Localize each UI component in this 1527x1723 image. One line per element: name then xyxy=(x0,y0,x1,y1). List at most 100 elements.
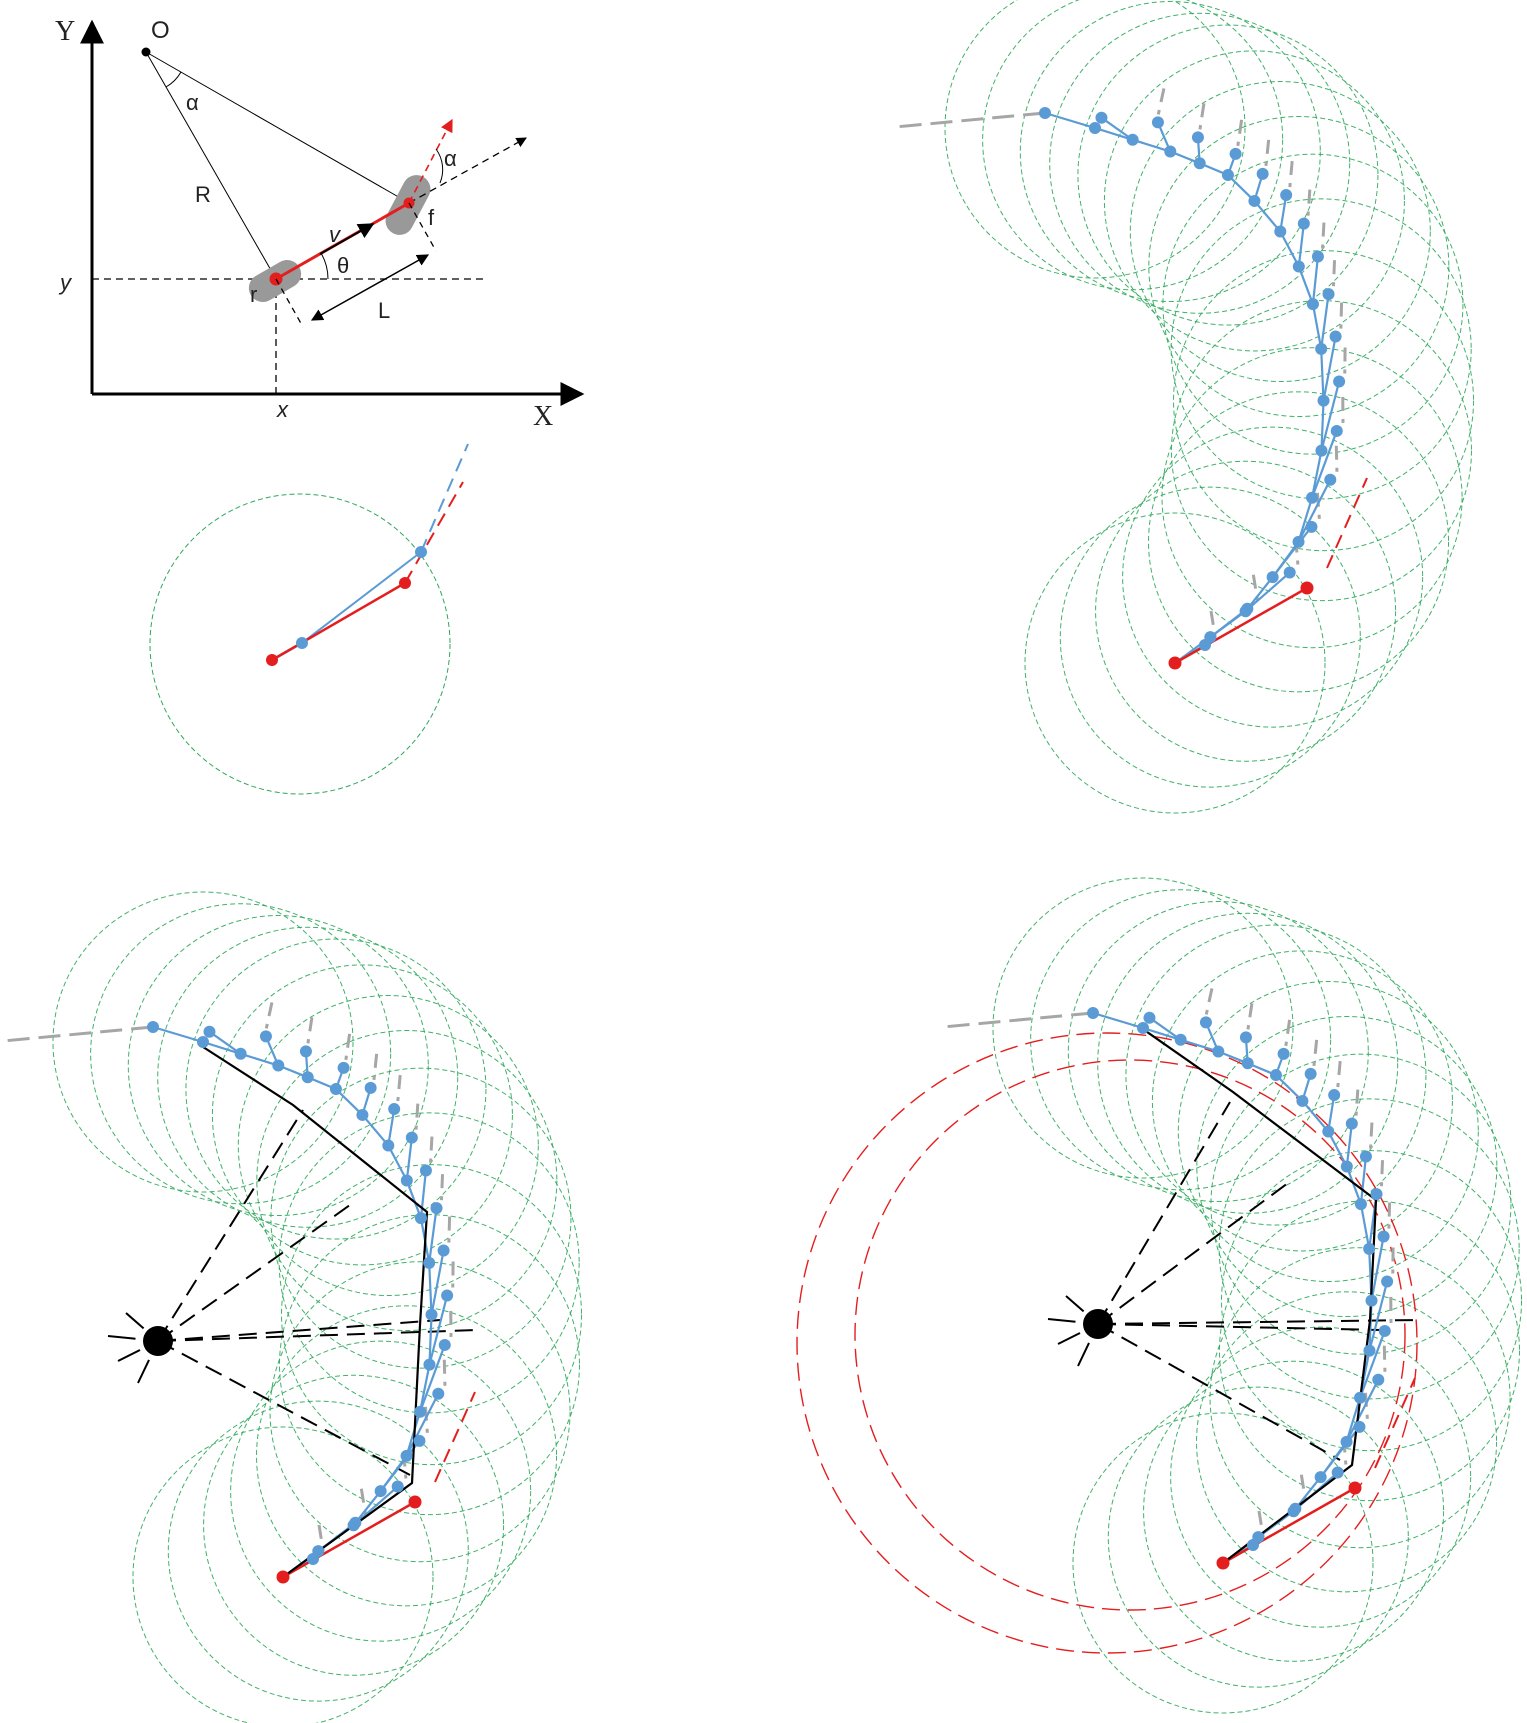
heading-segment xyxy=(942,1011,1094,1029)
x-coordinate-label: x xyxy=(276,397,289,422)
candidate-path xyxy=(1044,111,1096,130)
start-point xyxy=(1168,656,1182,670)
candidate-path xyxy=(1345,1397,1362,1443)
waypoint xyxy=(337,1061,350,1074)
start-point xyxy=(1216,1556,1230,1570)
heading-segment xyxy=(1264,139,1271,167)
candidate-path xyxy=(361,1114,390,1147)
waypoint xyxy=(197,1036,209,1048)
reachable-circle xyxy=(1162,153,1464,455)
waypoint xyxy=(1089,122,1101,134)
waypoint xyxy=(1304,1067,1317,1080)
candidate-path xyxy=(1142,1026,1181,1041)
sensor-ray xyxy=(157,1319,441,1342)
reachable-circles xyxy=(992,877,1523,1714)
heading-segment xyxy=(359,1488,368,1516)
iteration-fan-with-bounds-panel xyxy=(796,877,1523,1714)
candidate-path xyxy=(1279,231,1300,268)
candidate-path xyxy=(1279,194,1288,232)
theta-label: θ xyxy=(337,253,349,278)
waypoint xyxy=(391,1480,404,1493)
candidate-path xyxy=(428,1262,433,1315)
reachable-circle xyxy=(1125,924,1427,1226)
sensor-ray xyxy=(1097,1323,1341,1461)
reachable-circle xyxy=(1067,901,1369,1203)
waypoint xyxy=(356,1108,369,1121)
candidate-path xyxy=(1297,479,1332,543)
sensor-tick xyxy=(1065,1295,1085,1313)
heading-segment xyxy=(396,1074,402,1102)
reachable-circle xyxy=(203,1374,505,1676)
waypoint xyxy=(1164,145,1177,158)
waypoint xyxy=(1378,1324,1391,1337)
waypoint xyxy=(423,1256,436,1269)
waypoint xyxy=(441,1289,454,1302)
turning-radius-bound xyxy=(854,1059,1406,1611)
waypoint xyxy=(1241,602,1254,615)
candidate-path xyxy=(1311,430,1338,499)
candidate-path xyxy=(430,1250,445,1315)
candidate-path xyxy=(1297,497,1314,543)
candidate-path xyxy=(1297,266,1314,305)
heading-segment xyxy=(1336,1060,1342,1088)
candidate-path xyxy=(418,1364,431,1412)
candidate-path xyxy=(1132,138,1171,153)
blue-segment-2 xyxy=(301,551,422,644)
reachable-circle xyxy=(944,0,1246,279)
candidate-path xyxy=(1370,1236,1385,1301)
candidate-path xyxy=(428,1295,449,1365)
heading-segment xyxy=(1288,160,1294,188)
radius-label: R xyxy=(195,182,211,207)
waypoint xyxy=(1256,167,1269,180)
reachable-circle xyxy=(1019,1,1321,303)
heading-segments xyxy=(2,1002,455,1552)
waypoint xyxy=(1340,1160,1353,1173)
candidate-path xyxy=(405,1180,422,1219)
waypoint xyxy=(1365,1294,1378,1307)
candidate-path xyxy=(202,1040,241,1055)
candidate-path xyxy=(1275,1074,1304,1102)
wheelbase-label: L xyxy=(378,298,390,323)
reachable-circle xyxy=(167,1400,469,1702)
heading-segment xyxy=(1334,445,1339,472)
end-point xyxy=(1300,581,1314,595)
waypoint xyxy=(1377,1230,1390,1243)
reachable-circle xyxy=(1170,300,1472,602)
heading-segment xyxy=(1209,610,1217,638)
heading-segment xyxy=(1284,1019,1292,1047)
waypoint xyxy=(1306,491,1319,504)
candidate-path xyxy=(1094,126,1133,141)
waypoint xyxy=(438,1338,451,1351)
heading-segment xyxy=(1321,222,1326,249)
candidate-path xyxy=(379,1455,408,1492)
candidate-path xyxy=(1320,348,1325,401)
sensor-rays xyxy=(107,1109,479,1476)
reachable-circle xyxy=(256,1305,558,1607)
heading-segment xyxy=(1331,260,1337,287)
wheelbase-dimension-arrow xyxy=(310,254,430,321)
candidate-path xyxy=(1320,381,1341,451)
y-coordinate-label: y xyxy=(58,270,73,295)
waypoint xyxy=(400,1449,413,1462)
alpha-arc-front xyxy=(435,148,444,184)
sensor-tick xyxy=(107,1335,136,1340)
waypoints xyxy=(1087,1007,1394,1569)
waypoint xyxy=(1333,375,1346,388)
waypoint xyxy=(1239,1031,1252,1044)
heading-segment xyxy=(1379,1160,1385,1187)
candidate-path xyxy=(1297,223,1305,267)
reachable-circle xyxy=(157,926,459,1228)
waypoint xyxy=(1087,1007,1099,1019)
waypoint xyxy=(272,1059,285,1072)
heading-segment xyxy=(2,1025,154,1043)
candidate-path xyxy=(405,1137,413,1181)
waypoint xyxy=(1191,131,1204,144)
sensor-ray xyxy=(1097,1179,1293,1325)
candidate-path xyxy=(1180,1038,1219,1053)
reachable-circle xyxy=(230,1340,532,1642)
reachable-circle xyxy=(1077,24,1379,326)
reachable-circle xyxy=(1030,889,1332,1191)
candidate-path xyxy=(240,1052,279,1067)
waypoint xyxy=(1305,520,1318,533)
reachable-circle xyxy=(1151,950,1453,1252)
